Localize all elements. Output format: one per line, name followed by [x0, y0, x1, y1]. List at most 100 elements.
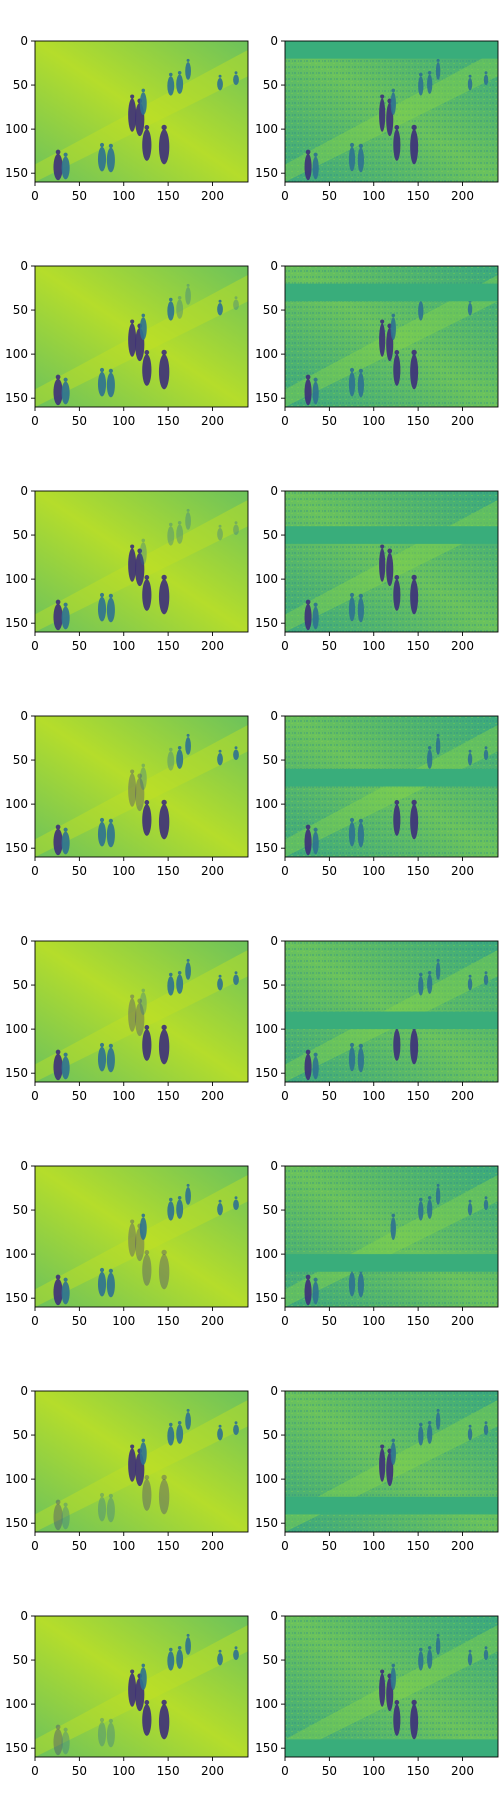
person-5-head: [130, 769, 135, 774]
person-1-head: [305, 374, 311, 380]
person-10: [167, 301, 175, 321]
person-13-head: [218, 524, 222, 528]
person-8-head: [161, 124, 167, 131]
y-tick-label: 150: [255, 841, 278, 855]
person-12: [185, 512, 191, 530]
panel-image: [285, 41, 498, 182]
person-2-head: [313, 827, 318, 832]
person-11-head: [177, 1645, 182, 1650]
image-path-band: [35, 949, 248, 1082]
person-4-head: [108, 368, 113, 373]
person-12: [185, 737, 191, 755]
y-tick-label: 50: [13, 753, 28, 767]
masked-band: [285, 1254, 498, 1272]
person-10-head: [169, 1647, 173, 1652]
person-4: [357, 372, 364, 398]
y-tick-label: 100: [255, 797, 278, 811]
person-6-head: [137, 998, 143, 1004]
person-9: [139, 1442, 147, 1466]
person-4-head: [358, 1043, 363, 1048]
person-2: [61, 606, 70, 630]
person-11-head: [177, 1195, 182, 1200]
person-10: [418, 1201, 424, 1221]
x-tick-label: 150: [157, 189, 180, 203]
person-11: [176, 1199, 184, 1219]
person-2: [312, 156, 319, 180]
person-10-head: [169, 1197, 173, 1202]
person-11-head: [427, 970, 432, 975]
person-13-head: [468, 1424, 472, 1428]
person-7-head: [144, 574, 150, 580]
person-8-head: [411, 349, 417, 356]
y-tick-label: 50: [263, 528, 278, 542]
person-8-head: [161, 1024, 167, 1031]
person-1: [304, 1053, 312, 1081]
person-8-head: [411, 799, 417, 806]
person-13: [467, 1653, 473, 1666]
y-tick-label: 100: [255, 572, 278, 586]
x-tick-label: 200: [201, 1539, 224, 1553]
person-7: [393, 354, 401, 386]
x-tick-label: 50: [322, 414, 337, 428]
person-1: [53, 378, 63, 406]
y-tick-label: 150: [255, 1291, 278, 1305]
person-2: [61, 1731, 70, 1755]
y-tick-label: 0: [20, 934, 28, 948]
person-5: [379, 1673, 386, 1707]
y-tick-label: 0: [270, 1384, 278, 1398]
person-8: [410, 129, 419, 165]
masked-band: [285, 1496, 498, 1515]
person-11-head: [177, 745, 182, 750]
person-9-head: [141, 988, 146, 993]
person-2-head: [63, 1052, 68, 1057]
person-12: [185, 287, 191, 305]
person-2-head: [313, 602, 318, 607]
x-tick-label: 50: [72, 414, 87, 428]
person-10: [167, 76, 175, 96]
person-9-head: [141, 1663, 146, 1668]
person-12-head: [186, 508, 190, 512]
panel-r4-right: 0 50 100 150 200 0 50 100 150: [255, 709, 499, 878]
person-7-head: [144, 1024, 150, 1030]
x-tick-label: 150: [157, 864, 180, 878]
y-tick-label: 150: [5, 1291, 28, 1305]
person-9-head: [391, 1663, 396, 1668]
y-tick-label: 50: [13, 1653, 28, 1667]
x-tick-label: 200: [201, 1089, 224, 1103]
person-3-head: [99, 1267, 105, 1273]
person-7: [142, 354, 152, 386]
person-4-head: [108, 593, 113, 598]
person-13: [217, 528, 223, 541]
person-1-head: [305, 149, 311, 155]
person-4-head: [358, 593, 363, 598]
person-12-head: [186, 283, 190, 287]
person-10: [418, 976, 424, 996]
person-2-head: [313, 152, 318, 157]
y-tick-label: 0: [20, 259, 28, 273]
person-8: [410, 804, 419, 840]
masked-band: [285, 41, 498, 59]
y-tick-label: 100: [5, 1697, 28, 1711]
person-10-head: [169, 297, 173, 302]
person-14-head: [234, 746, 238, 750]
person-3: [348, 1271, 356, 1297]
panel-image: [285, 266, 498, 407]
person-14-head: [234, 296, 238, 300]
image-path-band: [285, 1174, 498, 1307]
y-tick-label: 50: [13, 1428, 28, 1442]
x-tick-label: 0: [31, 1089, 39, 1103]
y-tick-label: 0: [20, 34, 28, 48]
x-tick-label: 100: [112, 189, 135, 203]
person-2: [61, 1506, 70, 1530]
x-tick-label: 50: [322, 639, 337, 653]
person-13: [217, 753, 223, 766]
person-5: [128, 773, 137, 807]
person-4: [106, 1272, 115, 1298]
x-tick-label: 0: [281, 414, 289, 428]
y-tick-label: 150: [255, 1066, 278, 1080]
person-10-head: [169, 972, 173, 977]
person-12-head: [436, 1183, 440, 1187]
person-5: [379, 323, 386, 357]
person-7-head: [144, 799, 150, 805]
person-5-head: [130, 1219, 135, 1224]
